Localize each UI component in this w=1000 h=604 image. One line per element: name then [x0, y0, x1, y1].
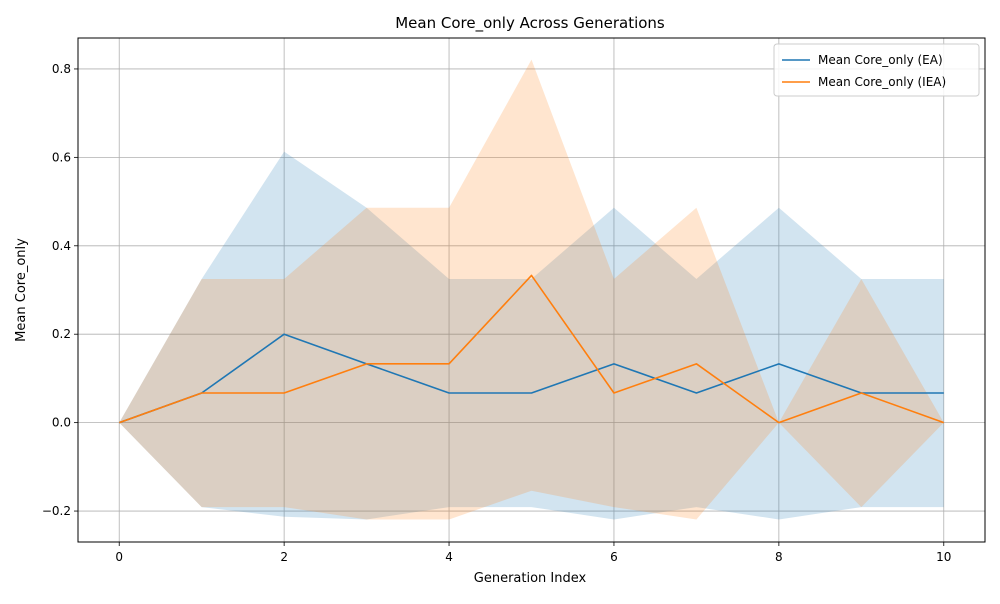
series-line-0 — [118, 333, 944, 424]
legend-label: Mean Core_only (IEA) — [818, 75, 946, 89]
legend: Mean Core_only (EA) Mean Core_only (IEA) — [773, 43, 980, 97]
grid — [78, 38, 985, 542]
x-tick-label: 6 — [610, 550, 618, 564]
series-lines — [118, 274, 945, 424]
y-tick-label: 0.6 — [52, 150, 71, 164]
y-tick-label: −0.2 — [42, 504, 71, 518]
x-tick-label: 8 — [775, 550, 783, 564]
x-tick-label: 0 — [115, 550, 123, 564]
confidence-band-series-0 — [119, 151, 944, 520]
legend-label: Mean Core_only (EA) — [818, 53, 943, 67]
chart-title: Mean Core_only Across Generations — [395, 14, 665, 33]
series-line-1 — [118, 274, 945, 424]
y-tick-label: 0.8 — [52, 62, 71, 76]
legend-box — [773, 43, 980, 97]
x-axis-ticks: 0 2 4 6 8 10 — [115, 542, 951, 564]
y-tick-label: 0.0 — [52, 416, 71, 430]
x-tick-label: 2 — [280, 550, 288, 564]
y-tick-label: 0.2 — [52, 327, 71, 341]
confidence-band-series-1 — [119, 59, 944, 520]
y-axis-title: Mean Core_only — [14, 238, 29, 342]
x-tick-label: 4 — [445, 550, 453, 564]
plot-area-frame — [77, 37, 986, 543]
y-axis-ticks: −0.2 0.0 0.2 0.4 0.6 0.8 — [42, 62, 78, 518]
y-tick-label: 0.4 — [52, 239, 71, 253]
x-tick-label: 10 — [936, 550, 951, 564]
x-axis-title: Generation Index — [474, 571, 587, 586]
confidence-bands — [119, 59, 944, 520]
